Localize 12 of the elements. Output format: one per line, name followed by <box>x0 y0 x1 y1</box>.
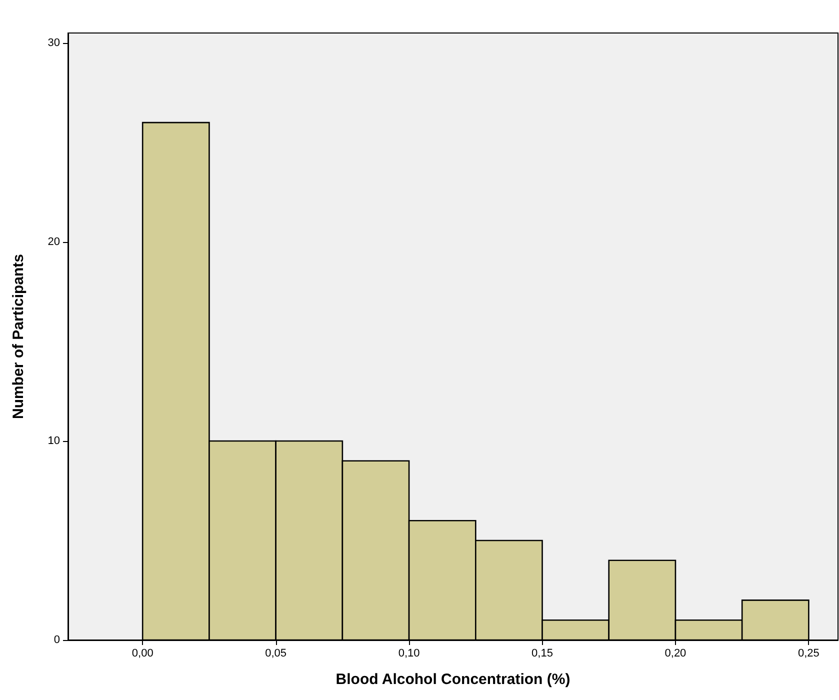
y-tick-label: 30 <box>48 36 60 49</box>
y-tick-label: 10 <box>48 434 60 447</box>
x-axis-title: Blood Alcohol Concentration (%) <box>336 671 570 688</box>
x-tick-label: 0,20 <box>664 648 686 660</box>
x-tick-label: 0,05 <box>265 648 287 660</box>
x-tick-label: 0,25 <box>798 648 820 660</box>
x-tick-label: 0,15 <box>532 648 553 660</box>
y-tick-label: 20 <box>48 236 60 248</box>
x-tick-label: 0,10 <box>398 648 420 660</box>
y-tick-label: 0 <box>54 634 60 646</box>
y-axis-title: Number of Participants <box>10 254 27 420</box>
x-tick-label: 0,00 <box>132 648 154 660</box>
